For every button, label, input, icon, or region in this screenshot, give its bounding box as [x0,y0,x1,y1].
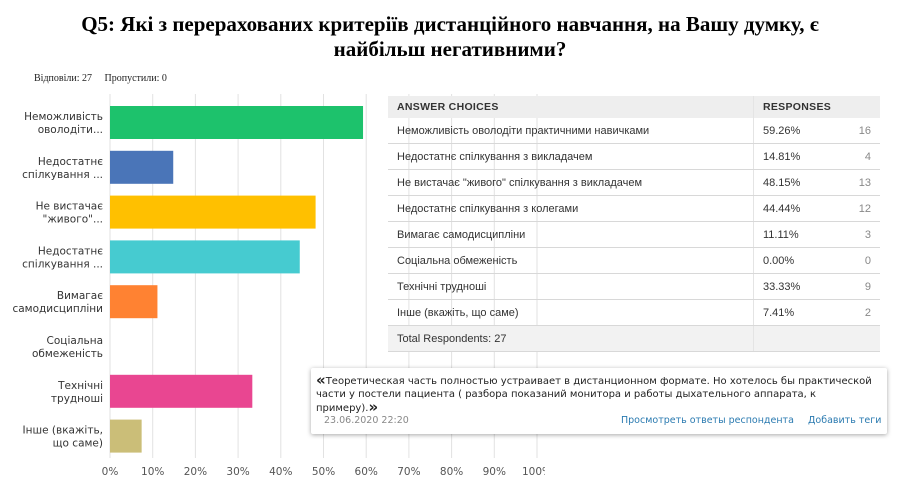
x-tick-label: 70% [397,466,420,478]
answer-choice-cell: Вимагає самодисципліни [388,221,754,248]
header-answer-choices: ANSWER CHOICES [388,96,754,118]
category-label: Соціальна [47,335,103,347]
bar [110,240,300,274]
response-percent-cell: 7.41% [753,299,832,326]
response-count-cell: 13 [832,169,880,196]
x-tick-label: 60% [355,466,378,478]
total-row: Total Respondents: 27 [388,325,880,352]
response-count-cell: 3 [832,221,880,248]
table-row: Недостатнє спілкування з викладачем 14.81… [388,143,880,170]
answer-choice-cell: Неможливість оволодіти практичними навич… [388,118,754,144]
x-tick-label: 20% [184,466,207,478]
bar-chart: 0% 10% 20% 30% 40% 50% 60% 70% 80% 90% 100% Неможли… [12,94,545,478]
x-tick-label: 90% [483,466,506,478]
category-label: спілкування ... [22,169,103,181]
header-responses: RESPONSES [753,96,880,118]
response-count-cell: 9 [832,273,880,300]
category-label: Недостатнє [38,245,103,257]
x-tick-label: 80% [440,466,463,478]
table-row: Соціальна обмеженість 0.00% 0 [388,247,880,274]
table-row: Недостатнє спілкування з колегами 44.44% 1… [388,195,880,222]
title-line-2: найбільш негативними? [333,37,567,61]
bar [110,195,316,229]
skipped-count: Пропустили: 0 [104,73,167,84]
response-count-cell: 2 [832,299,880,326]
comment-text: Теоретическая часть полностью устраивает… [316,376,872,414]
category-label: Не вистачає [36,201,104,213]
response-percent-cell: 11.11% [753,221,832,248]
answered-count: Відповіли: 27 [34,73,93,84]
answer-choice-cell: Інше (вкажіть, що саме) [388,299,754,326]
table-row: Неможливість оволодіти практичними навич… [388,118,880,144]
answer-choice-cell: Соціальна обмеженість [388,247,754,274]
table-header-row: ANSWER CHOICES RESPONSES [388,96,880,118]
close-quote-mark: » [368,398,379,416]
answer-choice-cell: Не вистачає "живого" спілкування з викла… [388,169,754,196]
response-count-cell: 16 [832,118,880,144]
x-tick-label: 10% [141,466,164,478]
response-percent-cell: 44.44% [753,195,832,222]
table-row: Інше (вкажіть, що саме) 7.41% 2 [388,299,880,326]
add-tags-link[interactable]: Добавить теги [808,415,882,426]
category-label: Недостатнє [38,156,103,168]
category-label: "живого"... [42,214,103,226]
category-label: трудноші [51,393,103,405]
comment-text-block: «Теоретическая часть полностью устраивае… [316,371,878,416]
bar [110,374,253,408]
x-tick-label: 0% [102,466,119,478]
category-label: Технічні [57,380,103,392]
response-percent-cell: 59.26% [753,118,832,144]
answer-choice-cell: Технічні трудноші [388,273,754,300]
question-title: Q5: Які з перерахованих критеріїв дистан… [0,12,900,62]
x-tick-label: 40% [269,466,292,478]
total-empty-cell [753,325,880,352]
respondent-comment-card: «Теоретическая часть полностью устраивае… [311,368,887,434]
bar [110,106,364,139]
response-count-cell: 12 [832,195,880,222]
category-label: що саме) [53,438,103,450]
bar [110,285,158,319]
view-respondent-answers-link[interactable]: Просмотреть ответы респондента [621,415,794,426]
response-percent-cell: 0.00% [753,247,832,274]
table-row: Не вистачає "живого" спілкування з викла… [388,169,880,196]
table-row: Вимагає самодисципліни 11.11% 3 [388,221,880,248]
category-label: Вимагає [57,290,103,302]
response-percent-cell: 48.15% [753,169,832,196]
answer-choice-cell: Недостатнє спілкування з колегами [388,195,754,222]
category-label: Неможливість [24,111,103,123]
open-quote-mark: « [316,371,326,389]
comment-date: 23.06.2020 22:20 [324,415,409,426]
table-row: Технічні трудноші 33.33% 9 [388,273,880,300]
category-label: обмеженість [32,348,103,360]
bar [110,419,142,453]
x-tick-label: 50% [312,466,335,478]
response-count-cell: 4 [832,143,880,170]
response-percent-cell: 14.81% [753,143,832,170]
category-label: оволодіти... [38,124,103,136]
answer-choice-cell: Недостатнє спілкування з викладачем [388,143,754,170]
category-label: Інше (вкажіть, [23,425,103,437]
bar [110,150,174,184]
category-label: самодисципліни [12,303,103,315]
response-meta: Відповіли: 27 Пропустили: 0 [34,73,177,84]
category-label: спілкування ... [22,258,103,270]
x-tick-label: 30% [226,466,249,478]
response-count-cell: 0 [832,247,880,274]
title-line-1: Q5: Які з перерахованих критеріїв дистан… [81,12,819,36]
answer-table: ANSWER CHOICES RESPONSES Неможливість ов… [388,96,880,352]
total-respondents: Total Respondents: 27 [388,325,754,352]
response-percent-cell: 33.33% [753,273,832,300]
x-tick-label: 100% [522,466,545,478]
